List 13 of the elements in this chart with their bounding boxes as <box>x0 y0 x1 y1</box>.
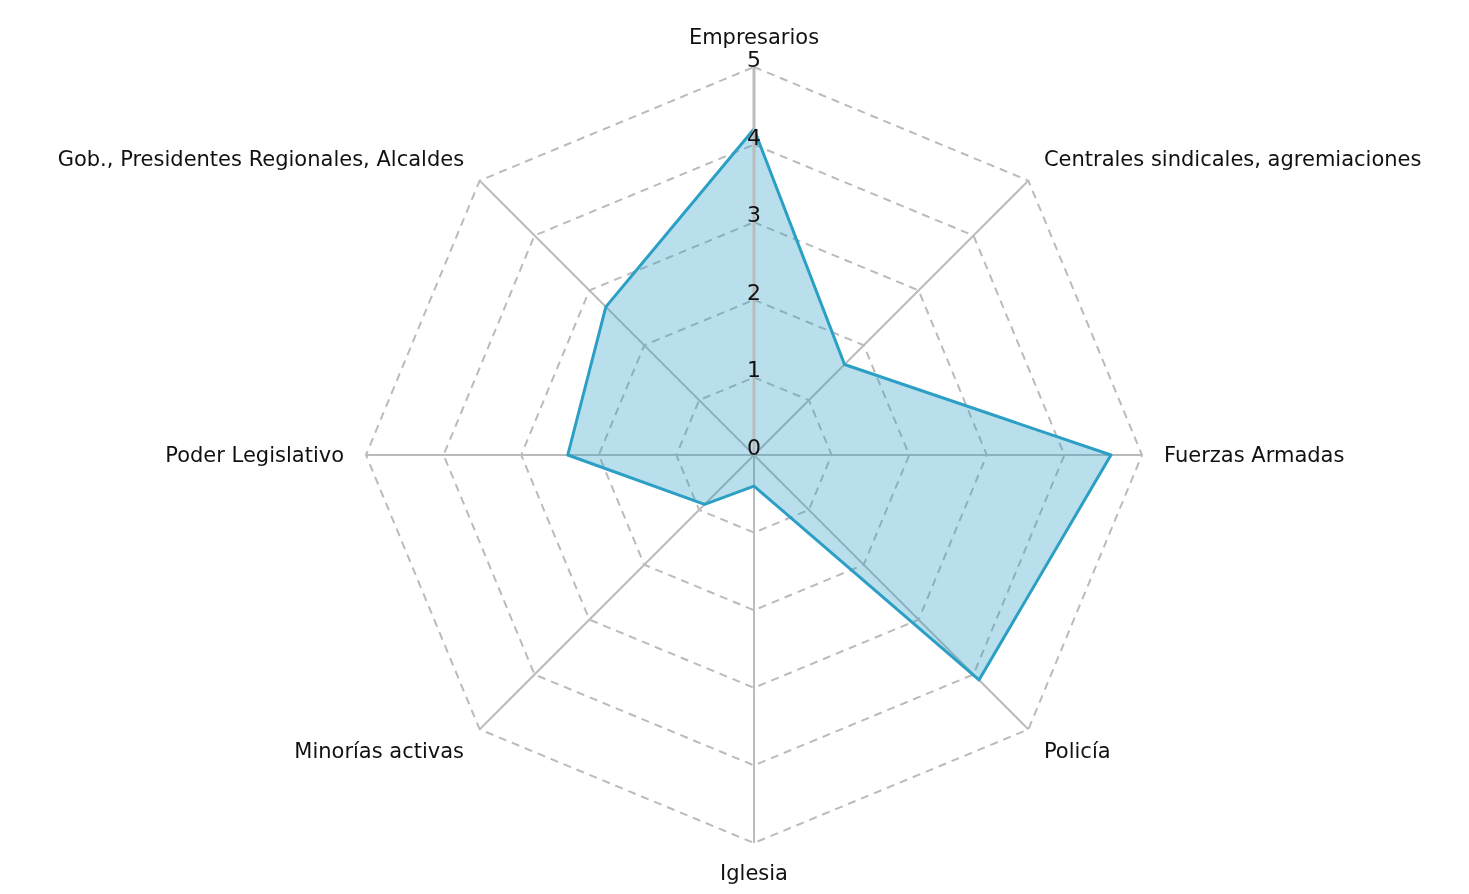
spoke-label: Gob., Presidentes Regionales, Alcaldes <box>57 147 465 172</box>
spoke-label: Fuerzas Armadas <box>1164 443 1345 467</box>
spoke-label: Centrales sindicales, agremiaciones <box>1043 147 1422 172</box>
y-tick-label: 0 <box>747 435 761 460</box>
y-tick-label: 3 <box>747 202 761 228</box>
spoke-label: Policía <box>1043 738 1111 763</box>
y-tick-label: 1 <box>747 357 761 383</box>
spoke-label: Empresarios <box>688 25 820 49</box>
spoke-label: Minorías activas <box>294 738 465 763</box>
spoke-label: Poder Legislativo <box>165 443 344 467</box>
y-tick-label: 2 <box>747 279 761 305</box>
spoke-label: Iglesia <box>720 861 788 885</box>
y-tick-label: 5 <box>747 47 761 72</box>
